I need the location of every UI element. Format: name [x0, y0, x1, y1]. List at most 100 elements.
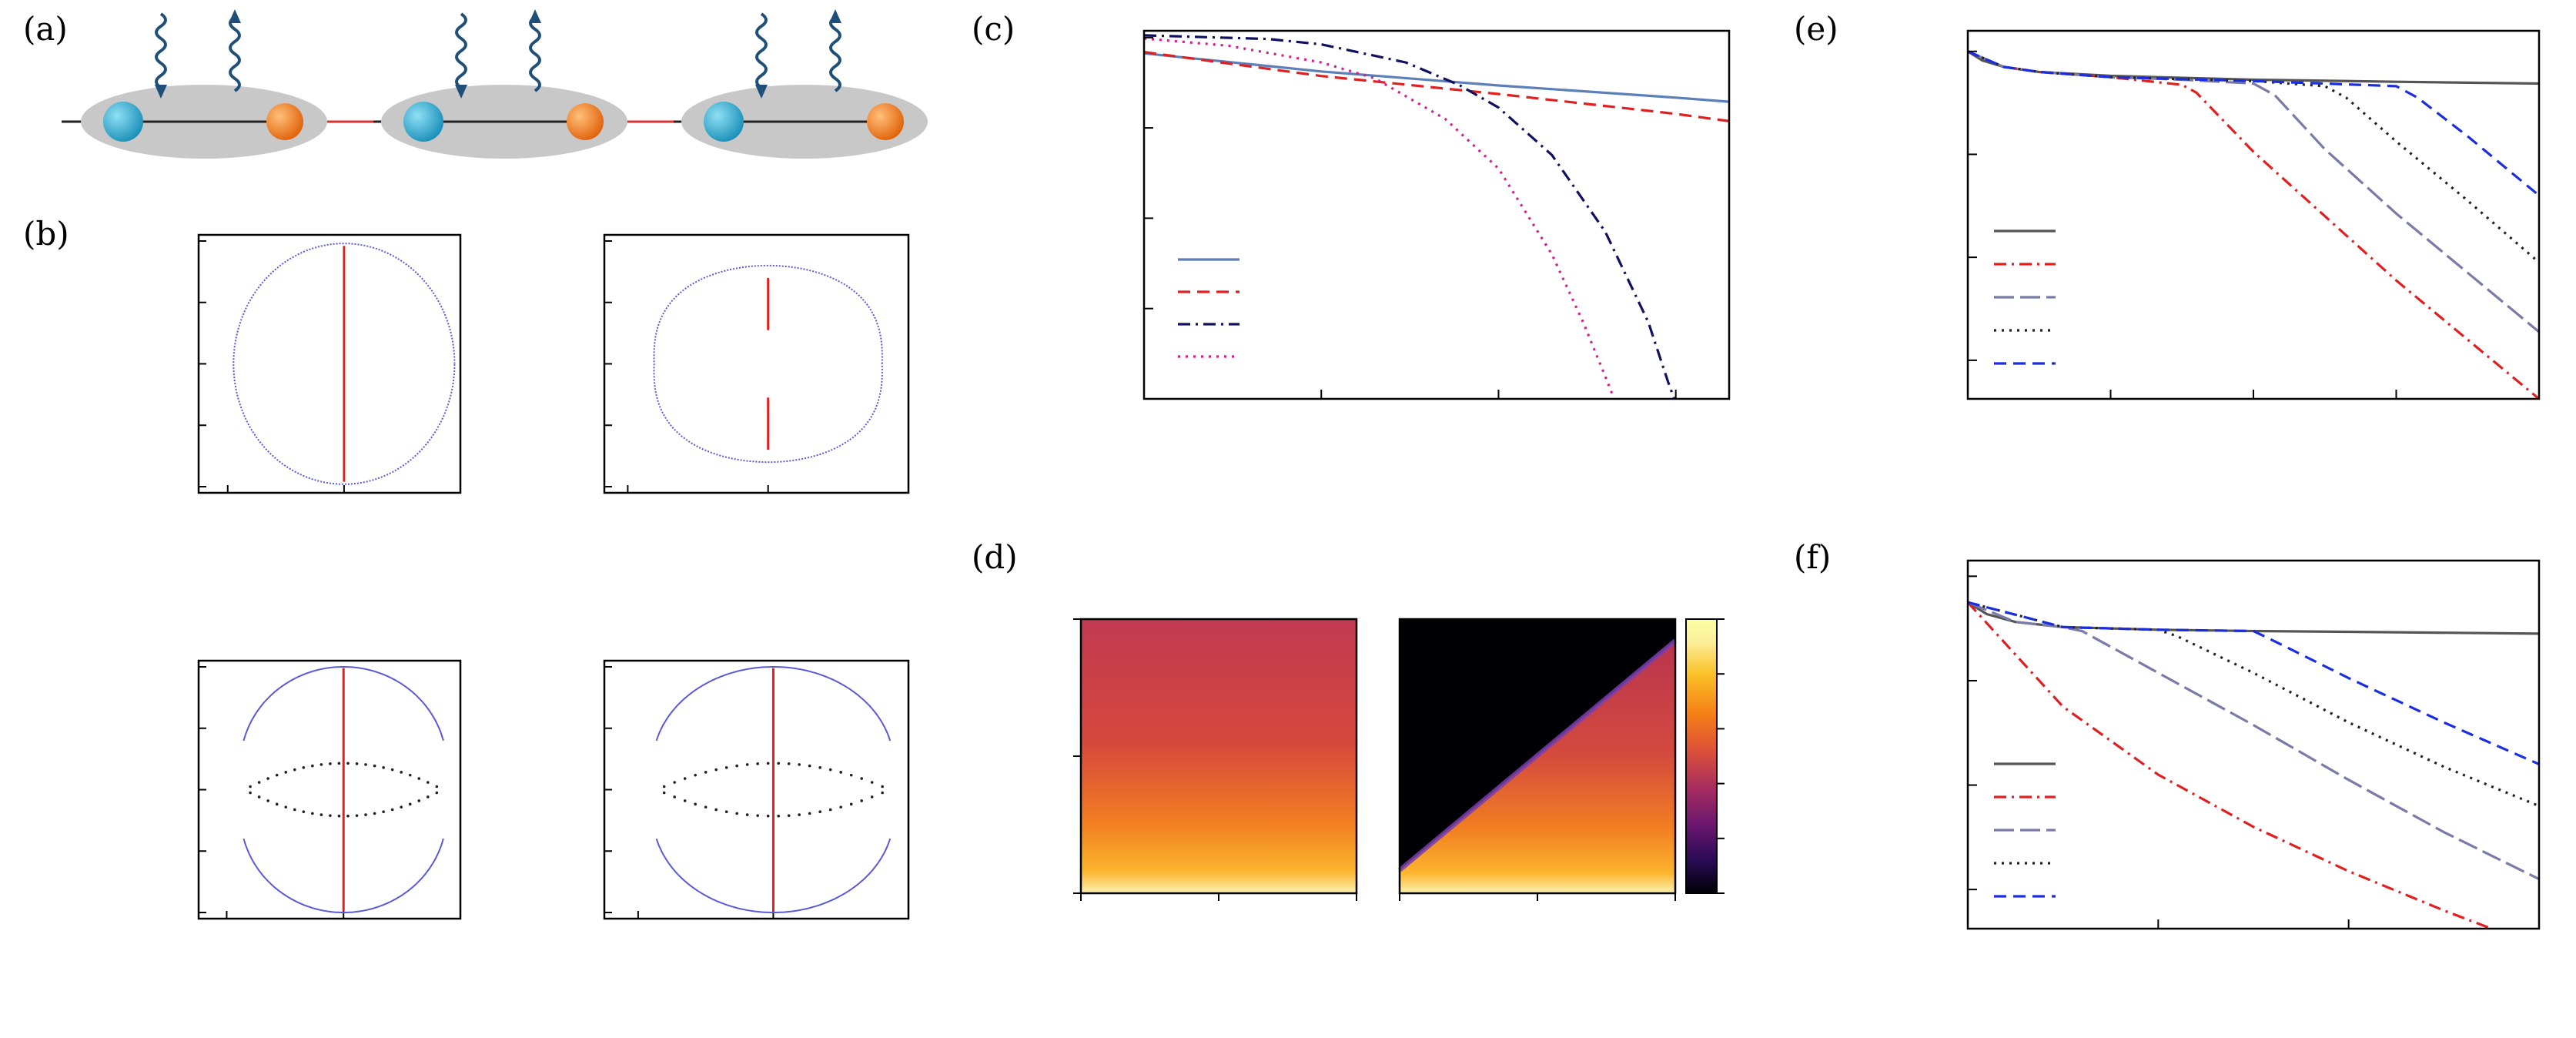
spectrum-dot [673, 795, 676, 799]
plot-frame [1142, 29, 1731, 400]
site-b [266, 103, 303, 140]
panel-label-c: (c) [972, 10, 1015, 48]
gain-arrowhead [155, 85, 167, 99]
spectrum-dot [704, 805, 708, 809]
series-group [1144, 34, 1729, 399]
spectrum-dot [798, 813, 801, 816]
spectrum-dot [714, 768, 718, 772]
heatmap-field [1081, 619, 1357, 893]
gain-arrowhead [755, 85, 768, 99]
spectrum-dot [735, 812, 738, 815]
spectrum-arc-lower [243, 838, 444, 913]
spectrum-dot [249, 791, 252, 795]
spectrum-dot [881, 791, 885, 795]
site-a [103, 102, 143, 142]
spectrum-dot [756, 762, 759, 765]
spectrum-dot [808, 812, 811, 815]
series-line-1 [1968, 50, 2539, 399]
series-line-1 [1968, 601, 2492, 929]
spectrum-dot [311, 812, 314, 815]
spectrum-dot [427, 795, 430, 799]
spectrum-dot [257, 781, 261, 784]
loss-arrowhead [229, 9, 241, 23]
spectrum-dot [839, 771, 843, 774]
spectrum-dot [319, 763, 323, 766]
series-line-3 [1144, 37, 1616, 399]
series-line-0 [1144, 52, 1729, 103]
colorbar [1685, 618, 1718, 894]
spectrum-dot [284, 805, 288, 809]
spectrum-dot [662, 785, 666, 789]
legend [1178, 258, 1239, 358]
spectrum-dot [735, 764, 738, 768]
gain-arrowhead [455, 85, 467, 99]
series-group [1968, 50, 2539, 399]
spectrum-dot [870, 781, 874, 784]
spectrum-dot [337, 762, 341, 765]
light-cone-edge [1398, 638, 1677, 872]
series-line-3 [1968, 601, 2539, 808]
spectrum-dot [266, 777, 269, 780]
spectrum-dot [766, 814, 770, 818]
legend [1994, 762, 2056, 898]
spectrum-arc-lower [655, 838, 892, 913]
spectrum-dot [683, 777, 687, 780]
spectrum-dot [860, 777, 864, 780]
spectrum-dot [435, 791, 439, 795]
series-line-1 [1144, 51, 1729, 122]
spectrum-dot [319, 813, 323, 816]
spectrum-dot [724, 810, 728, 814]
spectrum-dot [373, 812, 376, 815]
spectrum-dot [435, 785, 439, 789]
loss-arrow [529, 15, 541, 92]
series-line-3 [1968, 50, 2539, 264]
loss-arrowhead [829, 9, 841, 23]
panel-label-e: (e) [1794, 10, 1838, 48]
spectrum-dot [694, 773, 697, 777]
panel-label-a: (a) [23, 10, 68, 48]
series-line-4 [1968, 50, 2539, 197]
spectrum-dot [346, 814, 350, 818]
series-line-2 [1144, 34, 1676, 399]
density-loglog-chart [1142, 29, 1731, 400]
spectrum-dot [408, 802, 412, 806]
spectrum-dot [828, 808, 832, 812]
gain-arrow [755, 12, 768, 89]
spectrum-dot [849, 773, 853, 777]
spectrum-dot [808, 764, 811, 768]
spectrum-dot [329, 814, 332, 817]
panel-label-b: (b) [23, 215, 69, 253]
spectrum-dot [275, 773, 279, 777]
spectrum-panels [197, 233, 910, 920]
site-b [867, 103, 904, 140]
spectrum-dot [417, 777, 421, 780]
spectrum-dot [417, 799, 421, 802]
spectrum-dot [355, 814, 359, 817]
spectrum-dot [870, 795, 874, 799]
spectrum-dot [400, 805, 403, 809]
spectrum-arc-upper [243, 666, 444, 742]
density-open-L-chart [1966, 29, 2541, 400]
spectrum-dot [390, 808, 394, 812]
spectrum-dots [662, 762, 885, 818]
site-b [567, 103, 604, 140]
spectrum-dot [839, 805, 843, 809]
spectrum-dot [828, 768, 832, 772]
gain-arrow [455, 12, 467, 89]
spectrum-arc-upper [655, 666, 892, 742]
spectrum-dot [724, 765, 728, 769]
plot-frame [1966, 29, 2541, 400]
site-a [403, 102, 443, 142]
spectrum-dot [400, 771, 403, 774]
panel-label-f: (f) [1794, 538, 1831, 576]
spectrum-dot [275, 802, 279, 806]
spectrum-dot [302, 765, 306, 769]
legend [1994, 229, 2056, 365]
spectrum-dot [355, 762, 359, 765]
series-line-0 [1968, 50, 2539, 85]
spectrum-dot [777, 762, 780, 765]
spectrum-dot [346, 762, 350, 765]
spectrum-dot [257, 795, 261, 799]
spectrum-dot [662, 791, 666, 795]
